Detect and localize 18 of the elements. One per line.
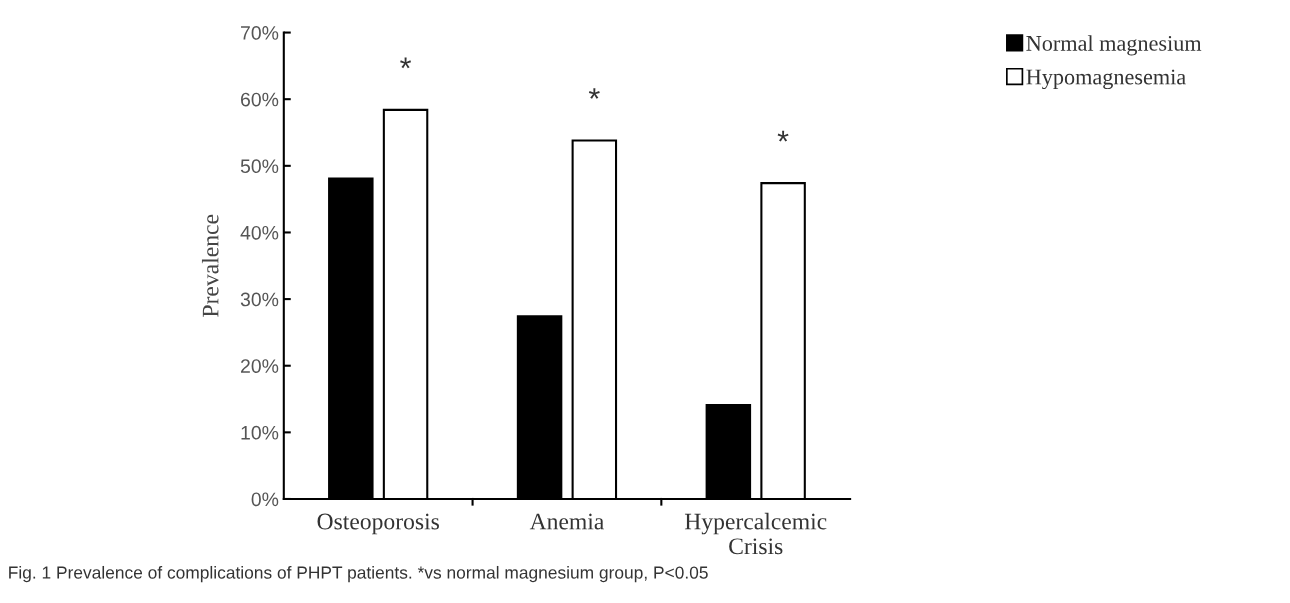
- y-tick-label: 40%: [240, 225, 279, 240]
- annotation: *: [588, 88, 600, 99]
- y-tick-label: 70%: [241, 26, 279, 40]
- annotation: *: [777, 130, 789, 142]
- caption: Fig. 1 Prevalence of complications of PHPT patients. *vs normal magnesium group, P<0.05: [9, 565, 708, 583]
- annotation: *: [400, 57, 412, 69]
- x-tick-label: Osteoporosis: [317, 513, 439, 535]
- y-tick-label: 60%: [241, 92, 279, 107]
- legend-label: Hypomagnesemia: [1026, 69, 1186, 90]
- legend-label: Normal magnesium: [1026, 35, 1202, 56]
- y-axis-title: Prevalence: [201, 214, 219, 317]
- y-tick-label: 20%: [241, 359, 279, 373]
- x-tick-label: Anemia: [529, 513, 604, 530]
- y-tick-label: 10%: [241, 425, 279, 440]
- y-tick-label: 0%: [251, 492, 279, 507]
- x-tick-label: Hypercalcemic Crisis: [684, 512, 827, 555]
- y-tick-label: 50%: [240, 159, 279, 174]
- y-tick-label: 30%: [240, 292, 279, 307]
